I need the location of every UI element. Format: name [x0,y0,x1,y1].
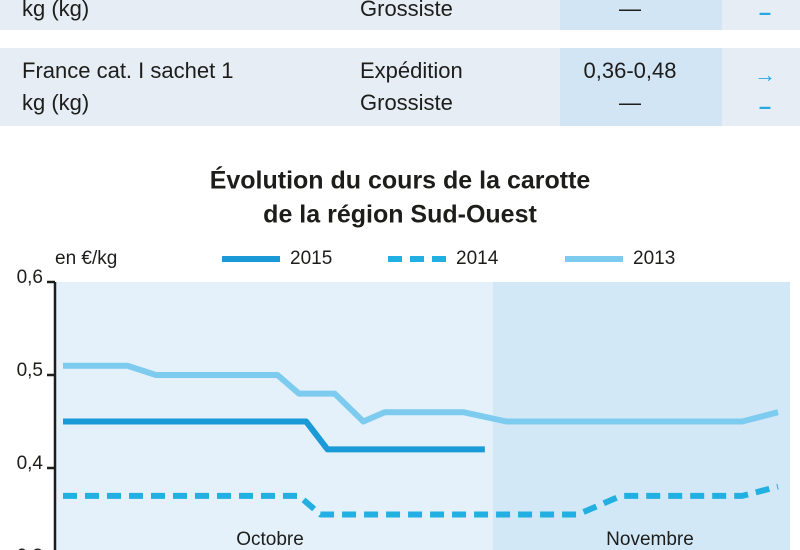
legend-label: 2015 [290,248,332,269]
y-tick-label: 0,6 [17,267,43,288]
table-cell: Grossiste [360,90,453,115]
y-tick-label: 0,3 [17,546,43,550]
chart-title: de la région Sud-Ouest [263,201,537,229]
table-cell: – [759,94,771,119]
table-cell: → [754,62,776,87]
month-label: Novembre [606,529,694,550]
table-cell: — [619,90,641,115]
month-shade [493,282,790,550]
series-line [63,483,779,518]
series-line [63,362,779,425]
y-axis-label: en €/kg [55,248,117,269]
month-label: Octobre [236,529,304,550]
table-cell: 0,36-0,48 [584,58,677,83]
table-cell: — [619,0,641,21]
table-highlight [560,0,722,30]
table-cell: kg (kg) [22,90,89,115]
chart-title: Évolution du cours de la carotte [210,166,591,195]
legend-label: 2014 [456,248,499,269]
series-line [63,418,485,453]
table-cell: kg (kg) [22,0,89,21]
y-tick-label: 0,4 [17,453,44,474]
table-cell: Grossiste [360,0,453,21]
table-cell: Expédition [360,58,463,83]
table-highlight [560,48,722,126]
y-tick-label: 0,5 [17,360,43,381]
table-cell: France cat. I sachet 1 [22,58,234,83]
table-cell: – [759,0,771,25]
legend-label: 2013 [633,248,675,269]
